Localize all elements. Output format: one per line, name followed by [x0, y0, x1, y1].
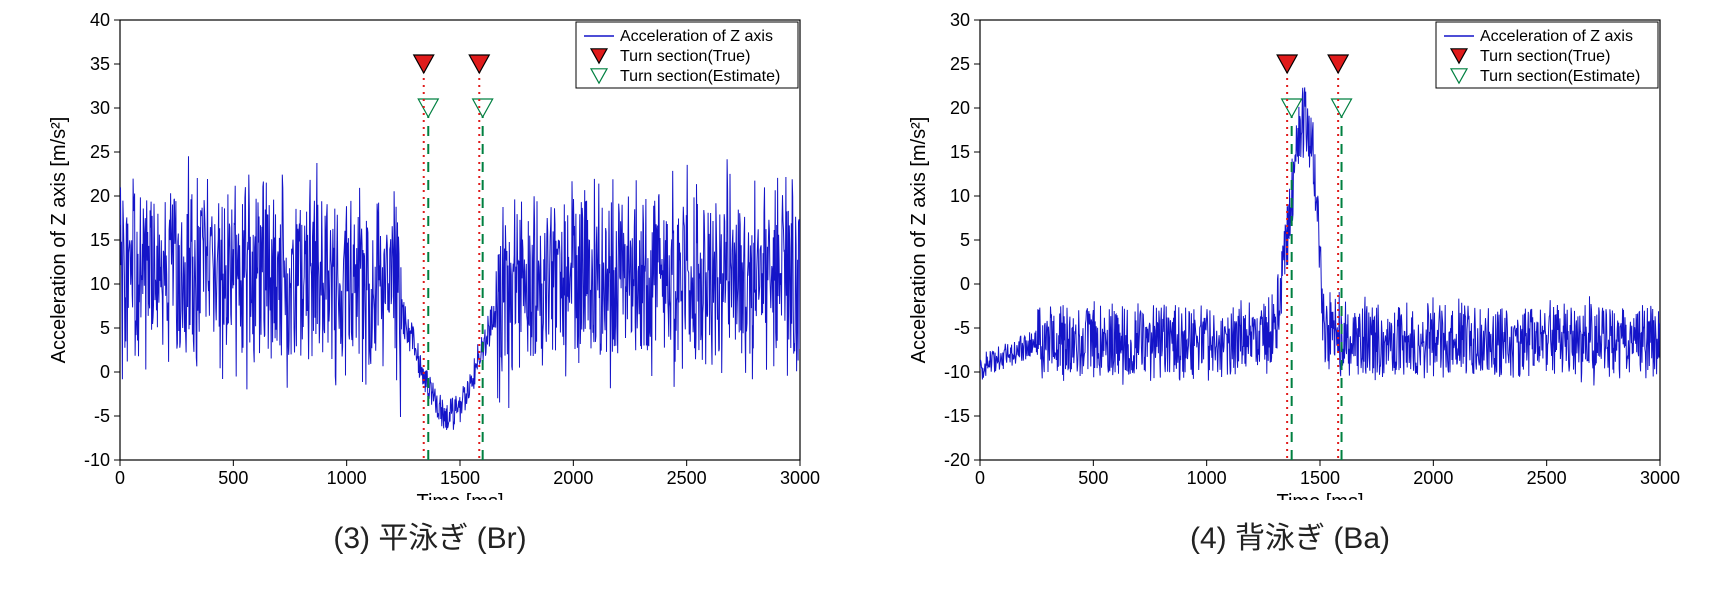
- svg-text:30: 30: [90, 98, 110, 118]
- svg-text:40: 40: [90, 10, 110, 30]
- svg-text:1000: 1000: [327, 468, 367, 488]
- svg-text:20: 20: [90, 186, 110, 206]
- svg-text:20: 20: [950, 98, 970, 118]
- svg-text:2500: 2500: [667, 468, 707, 488]
- svg-text:-15: -15: [944, 406, 970, 426]
- svg-text:Acceleration of Z axis: Acceleration of Z axis: [1480, 28, 1633, 45]
- svg-text:15: 15: [90, 230, 110, 250]
- svg-text:Turn section(True): Turn section(True): [620, 48, 750, 65]
- svg-text:Time [ms]: Time [ms]: [416, 491, 503, 500]
- svg-text:25: 25: [950, 54, 970, 74]
- svg-text:Turn section(Estimate): Turn section(Estimate): [1480, 68, 1640, 85]
- svg-text:5: 5: [100, 318, 110, 338]
- svg-text:500: 500: [218, 468, 248, 488]
- panel-ba: 0 500 1000 1500 2000 2500 3000 -20 -15 -10 -5 0 5 10 1…: [860, 0, 1720, 596]
- svg-text:Turn section(Estimate): Turn section(Estimate): [620, 68, 780, 85]
- chart-svg-ba: 0 500 1000 1500 2000 2500 3000 -20 -15 -10 -5 0 5 10 1…: [900, 0, 1680, 500]
- svg-text:500: 500: [1078, 468, 1108, 488]
- panel-br: 0 500 1000 1500 2000 2500 3000 -10 -5 0 5 10 15 20 25 3…: [0, 0, 860, 596]
- svg-text:Acceleration of Z axis: Acceleration of Z axis: [620, 28, 773, 45]
- svg-text:2000: 2000: [553, 468, 593, 488]
- caption-ba: (4) 背泳ぎ (Ba): [1190, 513, 1390, 557]
- svg-text:Acceleration of Z axis [m/s²]: Acceleration of Z axis [m/s²]: [48, 117, 70, 364]
- svg-text:1500: 1500: [1300, 468, 1340, 488]
- svg-text:-5: -5: [94, 406, 110, 426]
- svg-text:0: 0: [100, 362, 110, 382]
- svg-text:5: 5: [960, 230, 970, 250]
- svg-text:Acceleration of Z axis [m/s²]: Acceleration of Z axis [m/s²]: [908, 117, 930, 364]
- svg-text:1500: 1500: [440, 468, 480, 488]
- svg-text:15: 15: [950, 142, 970, 162]
- svg-text:0: 0: [975, 468, 985, 488]
- chart-svg-br: 0 500 1000 1500 2000 2500 3000 -10 -5 0 5 10 15 20 25 3…: [40, 0, 820, 500]
- svg-text:25: 25: [90, 142, 110, 162]
- svg-text:-10: -10: [944, 362, 970, 382]
- svg-text:-5: -5: [954, 318, 970, 338]
- page: 050010001500200025003000-10-505101520253…: [0, 0, 1720, 596]
- svg-text:35: 35: [90, 54, 110, 74]
- svg-text:Time [ms]: Time [ms]: [1276, 491, 1363, 500]
- svg-text:Turn section(True): Turn section(True): [1480, 48, 1610, 65]
- chart-ba: 0 500 1000 1500 2000 2500 3000 -20 -15 -10 -5 0 5 10 1…: [900, 0, 1680, 505]
- svg-text:-10: -10: [84, 450, 110, 470]
- caption-br: (3) 平泳ぎ (Br): [333, 513, 526, 557]
- svg-text:2000: 2000: [1413, 468, 1453, 488]
- svg-text:-20: -20: [944, 450, 970, 470]
- chart-br: 0 500 1000 1500 2000 2500 3000 -10 -5 0 5 10 15 20 25 3…: [40, 0, 820, 505]
- svg-text:0: 0: [115, 468, 125, 488]
- svg-text:1000: 1000: [1187, 468, 1227, 488]
- svg-text:3000: 3000: [780, 468, 820, 488]
- svg-text:10: 10: [950, 186, 970, 206]
- svg-text:2500: 2500: [1527, 468, 1567, 488]
- svg-text:3000: 3000: [1640, 468, 1680, 488]
- svg-text:10: 10: [90, 274, 110, 294]
- svg-text:0: 0: [960, 274, 970, 294]
- svg-text:30: 30: [950, 10, 970, 30]
